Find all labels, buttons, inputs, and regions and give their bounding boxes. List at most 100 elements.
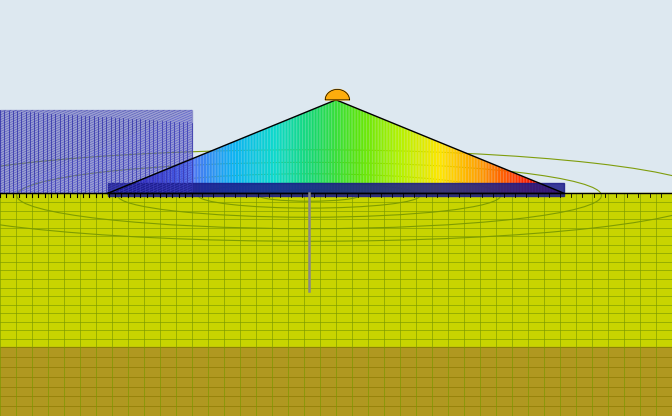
Polygon shape xyxy=(132,183,134,193)
Polygon shape xyxy=(426,136,427,193)
Polygon shape xyxy=(255,132,257,193)
Polygon shape xyxy=(331,101,333,193)
Polygon shape xyxy=(327,103,329,193)
Polygon shape xyxy=(325,89,349,100)
Polygon shape xyxy=(342,102,343,193)
Polygon shape xyxy=(472,155,473,193)
Polygon shape xyxy=(364,111,365,193)
Polygon shape xyxy=(123,186,124,193)
Polygon shape xyxy=(421,135,423,193)
Polygon shape xyxy=(505,169,507,193)
Polygon shape xyxy=(211,150,212,193)
Polygon shape xyxy=(118,188,120,193)
Polygon shape xyxy=(538,183,540,193)
Polygon shape xyxy=(292,117,294,193)
Polygon shape xyxy=(409,130,411,193)
Polygon shape xyxy=(248,135,249,193)
Polygon shape xyxy=(558,191,560,193)
Polygon shape xyxy=(121,187,123,193)
Polygon shape xyxy=(190,159,192,193)
Polygon shape xyxy=(140,180,141,193)
Polygon shape xyxy=(388,121,389,193)
Polygon shape xyxy=(284,121,286,193)
Polygon shape xyxy=(263,129,264,193)
Polygon shape xyxy=(403,127,405,193)
Polygon shape xyxy=(138,181,140,193)
Polygon shape xyxy=(353,106,354,193)
Polygon shape xyxy=(280,122,281,193)
Polygon shape xyxy=(394,124,395,193)
Polygon shape xyxy=(433,140,435,193)
Polygon shape xyxy=(511,171,513,193)
Polygon shape xyxy=(513,172,514,193)
Polygon shape xyxy=(560,191,561,193)
Polygon shape xyxy=(161,171,163,193)
Polygon shape xyxy=(519,175,520,193)
Polygon shape xyxy=(444,144,446,193)
Polygon shape xyxy=(304,112,306,193)
Polygon shape xyxy=(181,163,182,193)
Polygon shape xyxy=(478,158,479,193)
Polygon shape xyxy=(252,134,254,193)
Polygon shape xyxy=(464,152,466,193)
Polygon shape xyxy=(412,131,414,193)
Polygon shape xyxy=(135,181,136,193)
Polygon shape xyxy=(545,186,546,193)
Polygon shape xyxy=(274,125,275,193)
Polygon shape xyxy=(406,129,408,193)
Polygon shape xyxy=(493,164,495,193)
Polygon shape xyxy=(502,168,503,193)
Polygon shape xyxy=(267,127,269,193)
Polygon shape xyxy=(427,137,429,193)
Polygon shape xyxy=(141,179,142,193)
Polygon shape xyxy=(179,163,181,193)
Polygon shape xyxy=(323,105,324,193)
Polygon shape xyxy=(368,113,370,193)
Polygon shape xyxy=(497,166,499,193)
Polygon shape xyxy=(414,131,415,193)
Polygon shape xyxy=(489,162,490,193)
Polygon shape xyxy=(441,143,443,193)
Polygon shape xyxy=(223,145,225,193)
Polygon shape xyxy=(245,136,246,193)
Polygon shape xyxy=(432,139,433,193)
Polygon shape xyxy=(111,191,112,193)
Polygon shape xyxy=(468,154,470,193)
Polygon shape xyxy=(531,180,532,193)
Polygon shape xyxy=(199,155,200,193)
Polygon shape xyxy=(554,189,555,193)
Polygon shape xyxy=(417,133,418,193)
Polygon shape xyxy=(281,121,283,193)
Polygon shape xyxy=(130,183,132,193)
Polygon shape xyxy=(443,144,444,193)
Polygon shape xyxy=(159,171,161,193)
Polygon shape xyxy=(167,168,169,193)
Polygon shape xyxy=(397,125,398,193)
Polygon shape xyxy=(474,157,476,193)
Polygon shape xyxy=(415,132,417,193)
Polygon shape xyxy=(420,134,421,193)
Polygon shape xyxy=(450,146,452,193)
Polygon shape xyxy=(127,185,129,193)
Polygon shape xyxy=(335,100,336,193)
Polygon shape xyxy=(530,179,531,193)
Polygon shape xyxy=(208,151,210,193)
Polygon shape xyxy=(523,176,525,193)
Polygon shape xyxy=(321,105,323,193)
Polygon shape xyxy=(466,153,467,193)
Polygon shape xyxy=(126,186,127,193)
Polygon shape xyxy=(543,185,545,193)
Polygon shape xyxy=(278,123,280,193)
Polygon shape xyxy=(266,128,267,193)
Polygon shape xyxy=(188,160,190,193)
Polygon shape xyxy=(496,165,497,193)
Polygon shape xyxy=(400,126,401,193)
Polygon shape xyxy=(269,126,271,193)
Polygon shape xyxy=(308,110,310,193)
Polygon shape xyxy=(319,106,321,193)
Polygon shape xyxy=(447,145,449,193)
Polygon shape xyxy=(136,181,138,193)
Polygon shape xyxy=(371,114,372,193)
Polygon shape xyxy=(120,188,121,193)
Polygon shape xyxy=(324,104,325,193)
